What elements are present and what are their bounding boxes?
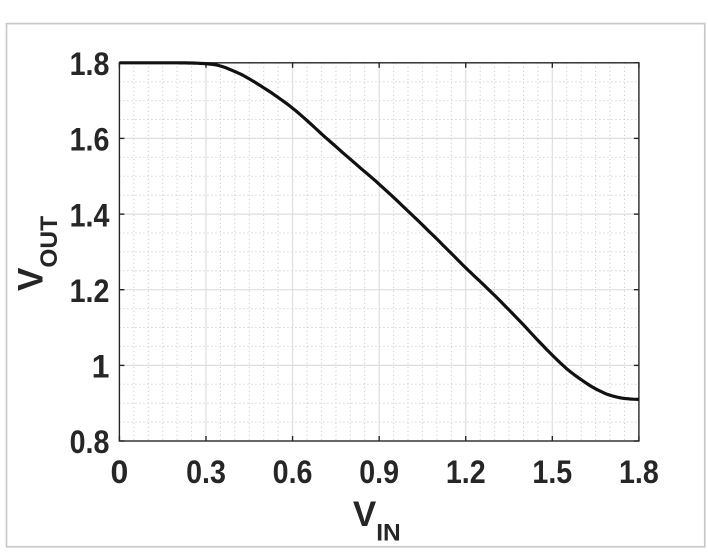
svg-text:0.9: 0.9 [359, 454, 399, 490]
svg-text:0.3: 0.3 [186, 454, 226, 490]
svg-text:1.4: 1.4 [70, 197, 110, 233]
svg-text:1.8: 1.8 [70, 46, 110, 82]
svg-text:1.2: 1.2 [446, 454, 486, 490]
svg-text:1: 1 [92, 349, 110, 385]
svg-text:0: 0 [111, 454, 129, 490]
svg-text:1.2: 1.2 [70, 273, 110, 309]
svg-text:1.5: 1.5 [532, 454, 572, 490]
svg-text:1.6: 1.6 [70, 122, 110, 158]
svg-text:1.8: 1.8 [619, 454, 659, 490]
svg-text:0.8: 0.8 [70, 424, 110, 460]
svg-text:0.6: 0.6 [273, 454, 313, 490]
